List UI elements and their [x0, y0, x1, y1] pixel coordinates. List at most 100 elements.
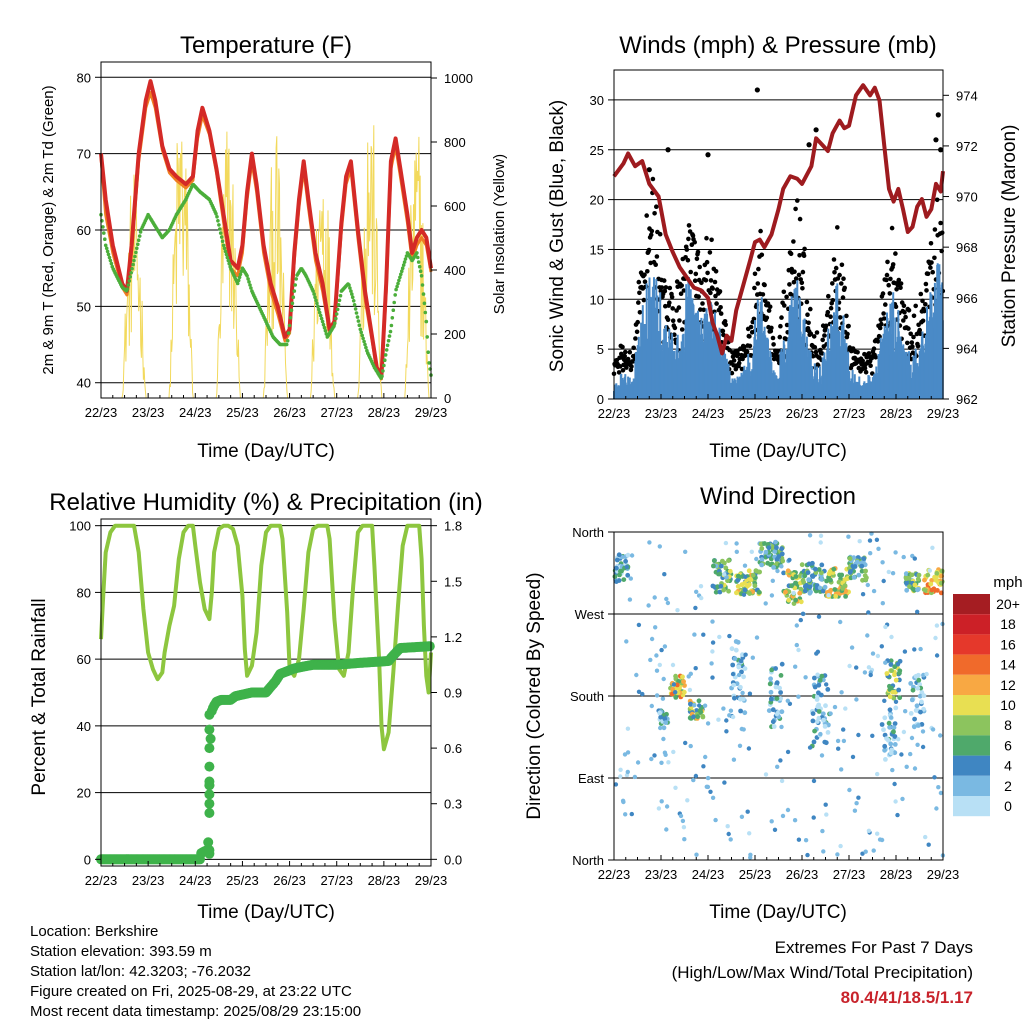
gust-point: [802, 246, 807, 252]
gust-point: [672, 325, 678, 331]
direction-point: [724, 729, 729, 734]
gust-point: [800, 269, 806, 275]
gust-point: [692, 278, 698, 284]
direction-point: [889, 715, 894, 720]
direction-point: [752, 583, 758, 589]
direction-point: [687, 687, 693, 693]
gust-point: [932, 255, 937, 261]
direction-point: [847, 787, 852, 793]
temperature-ylabel: 2m & 9m T (Red, Orange) & 2m Td (Green): [40, 85, 57, 374]
direction-point: [741, 592, 747, 597]
direction-point: [635, 760, 641, 765]
gust-point: [806, 320, 811, 326]
x-tick-label: 26/23: [786, 406, 819, 421]
direction-point: [934, 623, 940, 628]
gust-point: [723, 322, 728, 328]
y-tick-label: 60: [77, 652, 91, 667]
direction-point: [770, 707, 776, 713]
gust-point: [833, 265, 839, 271]
direction-point: [729, 646, 735, 652]
direction-y-ticks: North East South West North: [570, 525, 614, 868]
dewpoint-point: [393, 293, 398, 297]
gust-point: [747, 343, 753, 349]
dewpoint-point: [317, 307, 321, 312]
direction-point: [868, 672, 873, 678]
direction-point: [807, 533, 813, 538]
direction-point: [798, 599, 804, 605]
direction-point: [674, 682, 680, 688]
direction-point: [649, 636, 655, 642]
x-tick-label: 28/23: [368, 873, 401, 888]
direction-point: [647, 540, 652, 545]
direction-point: [756, 589, 762, 595]
gust-point: [718, 311, 724, 316]
direction-point: [618, 568, 623, 574]
gust-point: [760, 292, 766, 297]
humidity-right-ticks: 0.0 0.3 0.6 0.9 1.2 1.5 1.8: [431, 519, 462, 867]
direction-point: [890, 571, 896, 576]
direction-point: [769, 593, 775, 598]
gust-point: [667, 300, 672, 306]
direction-point: [636, 622, 642, 628]
gust-point: [627, 349, 633, 355]
y2-tick-label: 972: [956, 139, 978, 154]
gust-point: [751, 316, 757, 322]
gust-point: [913, 303, 918, 309]
direction-point: [710, 619, 715, 624]
dewpoint-point: [108, 258, 113, 263]
direction-point: [915, 576, 921, 582]
gust-point: [758, 228, 763, 234]
direction-point: [717, 634, 722, 640]
gust-point: [898, 281, 904, 286]
precip-point: [205, 733, 216, 744]
dewpoint-point: [350, 292, 354, 296]
direction-point: [851, 575, 857, 580]
direction-point: [806, 577, 812, 583]
gust-point: [703, 278, 709, 283]
direction-point: [920, 729, 926, 734]
direction-point: [875, 771, 880, 777]
direction-point: [654, 653, 659, 658]
direction-point: [841, 727, 846, 732]
y2-tick-label: 974: [956, 88, 978, 103]
direction-point: [871, 848, 876, 853]
y2-tick-label: 962: [956, 392, 978, 407]
direction-point: [870, 733, 875, 738]
direction-ylabel: Direction (Colored By Speed): [524, 572, 545, 819]
gust-point: [934, 197, 940, 203]
direction-point: [699, 595, 704, 601]
direction-point: [663, 720, 669, 725]
direction-point: [832, 704, 838, 710]
gust-point: [819, 351, 825, 356]
direction-point: [657, 710, 663, 716]
legend-swatch: [953, 594, 990, 615]
dewpoint-point: [137, 234, 142, 238]
direction-point: [892, 734, 898, 739]
direction-point: [892, 742, 898, 747]
direction-point: [862, 670, 868, 675]
gust-point: [678, 291, 684, 297]
direction-point: [912, 716, 917, 722]
dewpoint-point: [103, 237, 107, 241]
dewpoint-point: [353, 307, 358, 311]
legend-swatch: [953, 755, 990, 776]
direction-point: [793, 574, 799, 579]
direction-point: [798, 617, 803, 623]
direction-point: [923, 834, 928, 840]
direction-point: [828, 577, 833, 583]
direction-point: [810, 718, 816, 724]
y-tick-label: 25: [590, 143, 604, 158]
x-tick-label: 27/23: [833, 867, 866, 882]
direction-point: [867, 538, 873, 543]
dewpoint-point: [132, 258, 136, 263]
direction-point: [735, 573, 741, 579]
direction-point: [840, 586, 846, 591]
y-tick-label: 20: [590, 193, 604, 208]
gust-point: [840, 295, 846, 300]
precip-point: [204, 709, 215, 720]
direction-point: [779, 778, 785, 784]
direction-point: [854, 697, 859, 702]
direction-point: [903, 576, 909, 582]
gust-point: [652, 211, 657, 216]
direction-point: [892, 781, 897, 787]
